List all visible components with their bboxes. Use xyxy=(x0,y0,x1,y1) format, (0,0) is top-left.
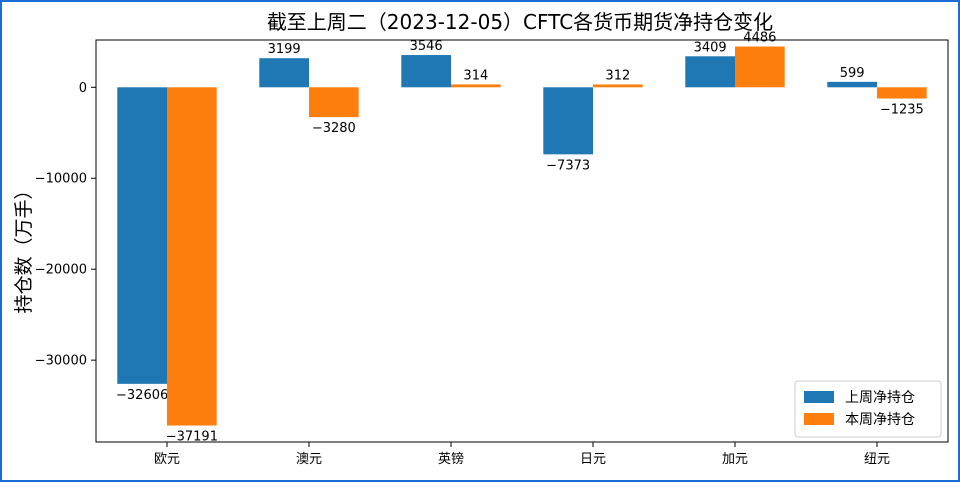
data-label: −32606 xyxy=(116,388,168,403)
data-label: 312 xyxy=(605,68,630,83)
bar xyxy=(259,58,309,88)
data-label: −1235 xyxy=(880,103,924,118)
data-label: −3280 xyxy=(312,121,356,136)
data-label: −7373 xyxy=(546,158,590,173)
x-tick-label: 纽元 xyxy=(864,452,890,467)
data-label: 4486 xyxy=(743,30,776,45)
chart-title: 截至上周二（2023-12-05）CFTC各货币期货净持仓变化 xyxy=(267,10,773,34)
bar xyxy=(877,87,927,99)
plot-border xyxy=(95,39,949,443)
bar xyxy=(543,87,593,155)
x-tick-label: 澳元 xyxy=(296,451,322,467)
legend-label: 本周净持仓 xyxy=(845,412,915,428)
data-label: −37191 xyxy=(166,430,218,445)
legend-swatch xyxy=(804,413,834,425)
y-tick-label: −10000 xyxy=(35,172,87,187)
y-tick-label: −30000 xyxy=(35,354,87,369)
bar xyxy=(735,46,785,88)
bar xyxy=(685,56,735,88)
data-label: 314 xyxy=(463,68,488,83)
bar xyxy=(827,81,877,88)
y-axis-label: 持仓数（万手） xyxy=(13,180,35,313)
x-tick-label: 英镑 xyxy=(438,451,464,467)
bar xyxy=(167,87,217,426)
bar xyxy=(309,87,359,118)
data-label: 3409 xyxy=(694,40,727,55)
plot-area: 0 −10000 −20000 −30000 欧元 −32606 −37191 澳元 3199 −… xyxy=(35,30,949,467)
x-tick-label: 日元 xyxy=(580,452,606,467)
data-label: 599 xyxy=(840,66,865,81)
y-tick-label: 0 xyxy=(79,81,87,96)
x-tick-label: 欧元 xyxy=(154,452,180,467)
x-tick-label: 加元 xyxy=(722,452,748,467)
y-tick-label: −20000 xyxy=(35,263,87,278)
bar xyxy=(451,84,501,88)
legend-label: 上周净持仓 xyxy=(845,390,915,406)
data-label: 3199 xyxy=(268,42,301,57)
data-label: 3546 xyxy=(410,39,443,54)
bar xyxy=(401,55,451,88)
legend-swatch xyxy=(804,391,834,403)
bar xyxy=(117,87,167,384)
bar xyxy=(593,84,643,88)
